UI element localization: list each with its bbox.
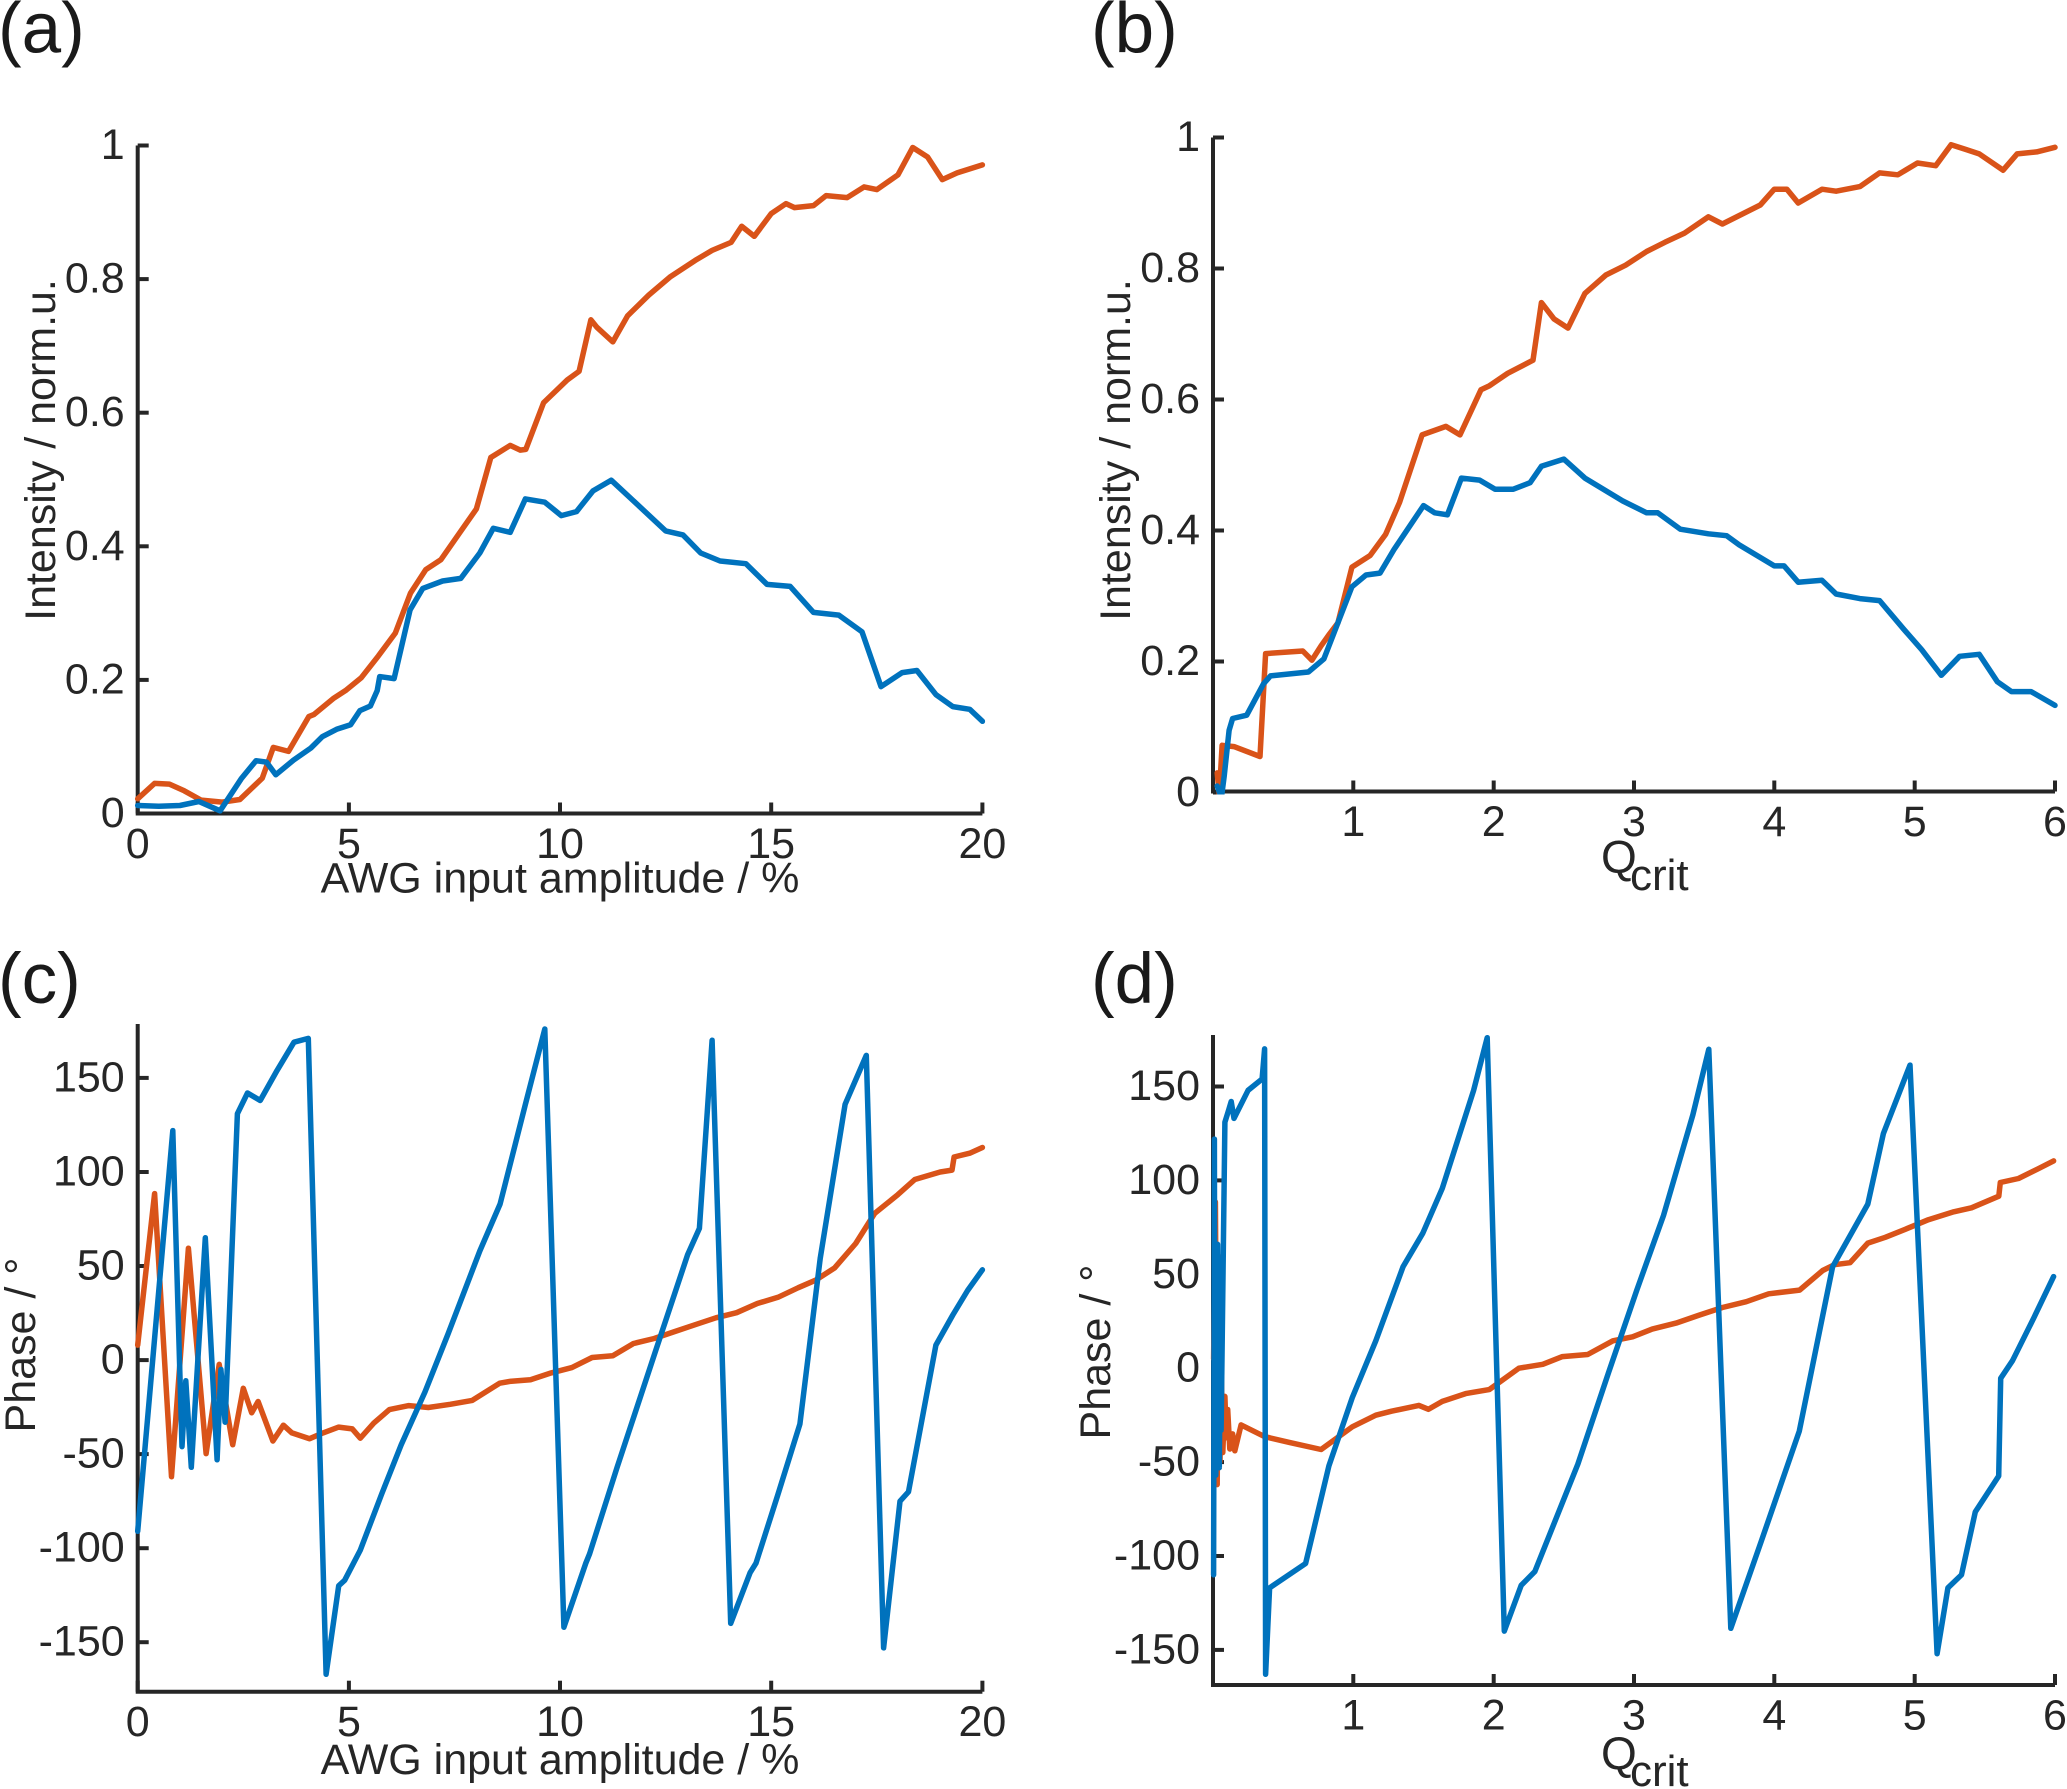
svg-text:Phase / °: Phase / ° bbox=[1072, 1265, 1120, 1440]
svg-text:6: 6 bbox=[2043, 798, 2067, 846]
svg-text:(c): (c) bbox=[0, 940, 81, 1019]
svg-text:crit: crit bbox=[1630, 851, 1689, 900]
svg-text:5: 5 bbox=[1903, 798, 1927, 846]
svg-text:0: 0 bbox=[101, 789, 125, 837]
svg-text:3: 3 bbox=[1622, 798, 1646, 846]
svg-text:4: 4 bbox=[1762, 798, 1786, 846]
svg-text:2: 2 bbox=[1482, 798, 1506, 846]
svg-text:(d): (d) bbox=[1091, 940, 1178, 1019]
svg-text:1: 1 bbox=[1176, 113, 1200, 161]
svg-text:-150: -150 bbox=[39, 1618, 125, 1666]
svg-text:100: 100 bbox=[53, 1148, 125, 1196]
svg-text:0.6: 0.6 bbox=[1140, 375, 1200, 423]
svg-text:4: 4 bbox=[1762, 1692, 1786, 1740]
svg-text:crit: crit bbox=[1630, 1747, 1689, 1789]
svg-text:0.8: 0.8 bbox=[1140, 244, 1200, 292]
svg-text:-50: -50 bbox=[1138, 1438, 1200, 1486]
svg-text:Intensity / norm.u.: Intensity / norm.u. bbox=[17, 279, 65, 621]
svg-text:Q: Q bbox=[1601, 831, 1637, 883]
svg-text:3: 3 bbox=[1622, 1692, 1646, 1740]
svg-text:-100: -100 bbox=[39, 1524, 125, 1572]
svg-text:15: 15 bbox=[747, 820, 795, 868]
svg-text:5: 5 bbox=[337, 1698, 361, 1746]
svg-text:150: 150 bbox=[1128, 1062, 1200, 1110]
svg-text:AWG input amplitude / %: AWG input amplitude / % bbox=[321, 1736, 800, 1784]
svg-text:10: 10 bbox=[536, 820, 584, 868]
svg-text:100: 100 bbox=[1128, 1156, 1200, 1204]
svg-text:10: 10 bbox=[536, 1698, 584, 1746]
svg-text:2: 2 bbox=[1482, 1692, 1506, 1740]
svg-text:0: 0 bbox=[126, 820, 150, 868]
svg-text:0: 0 bbox=[126, 1698, 150, 1746]
svg-text:(b): (b) bbox=[1091, 0, 1178, 69]
svg-text:-100: -100 bbox=[1114, 1532, 1200, 1580]
svg-text:5: 5 bbox=[1903, 1692, 1927, 1740]
svg-text:5: 5 bbox=[337, 820, 361, 868]
svg-text:1: 1 bbox=[1341, 798, 1365, 846]
svg-text:50: 50 bbox=[1152, 1250, 1200, 1298]
svg-text:15: 15 bbox=[747, 1698, 795, 1746]
svg-text:0.4: 0.4 bbox=[65, 522, 125, 570]
svg-text:Q: Q bbox=[1601, 1727, 1637, 1779]
svg-text:Intensity / norm.u.: Intensity / norm.u. bbox=[1092, 279, 1140, 621]
svg-text:1: 1 bbox=[1341, 1692, 1365, 1740]
svg-text:(a): (a) bbox=[0, 0, 85, 69]
svg-text:0.2: 0.2 bbox=[65, 655, 125, 703]
svg-text:0: 0 bbox=[101, 1336, 125, 1384]
svg-text:50: 50 bbox=[77, 1242, 125, 1290]
svg-text:-150: -150 bbox=[1114, 1625, 1200, 1673]
svg-text:Phase / °: Phase / ° bbox=[0, 1258, 45, 1433]
svg-text:-50: -50 bbox=[63, 1430, 125, 1478]
svg-text:AWG input amplitude / %: AWG input amplitude / % bbox=[321, 855, 800, 903]
svg-text:0.6: 0.6 bbox=[65, 388, 125, 436]
svg-text:0.4: 0.4 bbox=[1140, 506, 1200, 554]
svg-text:20: 20 bbox=[958, 1698, 1006, 1746]
svg-text:150: 150 bbox=[53, 1053, 125, 1101]
svg-text:6: 6 bbox=[2043, 1692, 2067, 1740]
svg-text:0.8: 0.8 bbox=[65, 255, 125, 303]
svg-text:0: 0 bbox=[1176, 1344, 1200, 1392]
svg-text:0.2: 0.2 bbox=[1140, 637, 1200, 685]
svg-text:0: 0 bbox=[1176, 768, 1200, 816]
svg-text:1: 1 bbox=[101, 121, 125, 169]
svg-text:20: 20 bbox=[958, 820, 1006, 868]
